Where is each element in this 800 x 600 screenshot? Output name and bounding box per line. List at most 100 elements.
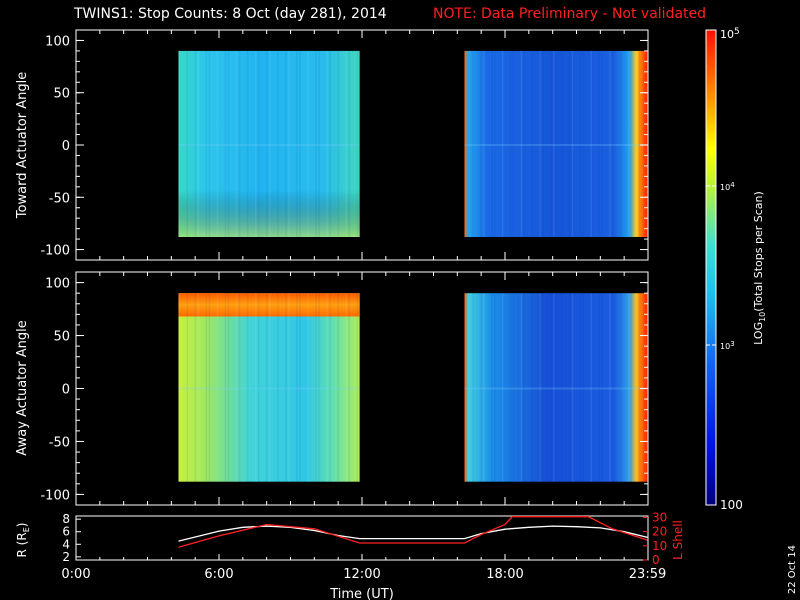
- heatmap-streak: [509, 293, 512, 482]
- eph-left-tick-label: 4: [62, 537, 70, 551]
- heatmap-zero-line: [178, 144, 360, 146]
- heatmap-streak: [197, 50, 200, 238]
- heatmap-streak: [550, 293, 552, 482]
- heatmap-streak: [277, 50, 279, 238]
- y-tick-label: 100: [45, 34, 70, 49]
- heatmap-streak: [208, 50, 211, 238]
- heatmap-streak: [326, 293, 328, 482]
- heatmap-streak: [523, 293, 526, 482]
- heatmap-streak: [227, 50, 230, 238]
- heatmap-streak: [494, 50, 496, 238]
- heatmap-streak: [568, 293, 571, 482]
- heatmap-streak: [480, 293, 482, 482]
- heatmap-streak: [257, 293, 260, 482]
- heatmap-streak: [480, 50, 482, 238]
- heatmap-streak: [601, 293, 603, 482]
- heatmap-streak: [512, 293, 515, 482]
- x-tick-label: 23:59: [629, 567, 666, 582]
- heatmap-streak: [612, 293, 614, 482]
- y-tick-label: 100: [45, 277, 70, 292]
- heatmap-streak: [620, 50, 622, 238]
- heatmap-streak: [579, 50, 582, 238]
- heatmap-streak: [553, 293, 555, 482]
- heatmap-streak: [307, 50, 309, 238]
- heatmap-streak: [194, 293, 197, 482]
- heatmap-streak: [178, 293, 180, 482]
- heatmap-streak: [582, 50, 585, 238]
- y-tick-label: -100: [40, 244, 70, 259]
- heatmap-block-shade: [178, 50, 360, 238]
- heatmap-streak: [531, 50, 533, 238]
- x-tick-label: 6:00: [204, 567, 233, 582]
- heatmap-streak: [598, 293, 600, 482]
- y-tick-label: 50: [53, 330, 70, 345]
- eph-left-tick-label: 2: [62, 550, 70, 564]
- ephemeris-left-ylabel: R (RE): [15, 523, 31, 558]
- heatmap-streak: [523, 50, 526, 238]
- heatmap-streak: [582, 293, 585, 482]
- heatmap-streak: [315, 293, 317, 482]
- heatmap-streak: [483, 293, 485, 482]
- heatmap-streak: [216, 293, 219, 482]
- heatmap-streak: [208, 293, 211, 482]
- eph-left-tick-label: 6: [62, 525, 70, 539]
- heatmap-block: [464, 293, 648, 482]
- heatmap-streak: [235, 50, 238, 238]
- heatmap-streak: [560, 50, 563, 238]
- heatmap-streak: [337, 50, 339, 238]
- heatmap-streak: [627, 293, 630, 482]
- panel-bottom-yaxis: 100 50 0 -50 -100: [40, 272, 649, 505]
- heatmap-streak: [337, 293, 339, 482]
- y-tick-label: -100: [40, 488, 70, 503]
- x-tick-label: 12:00: [343, 567, 380, 582]
- x-tick-label: 0:00: [61, 567, 90, 582]
- heatmap-streak: [186, 50, 189, 238]
- heatmap-streak: [609, 293, 611, 482]
- heatmap-streak: [205, 293, 208, 482]
- heatmap-streak: [197, 293, 200, 482]
- tick-low-base: 10: [720, 342, 730, 351]
- heatmap-streak: [299, 293, 301, 482]
- eph-right-tick-label: 0: [652, 553, 660, 567]
- heatmap-streak: [315, 50, 317, 238]
- heatmap-streak: [345, 293, 348, 482]
- heatmap-streak: [609, 50, 611, 238]
- heatmap-streak: [356, 50, 359, 238]
- heatmap-streak: [520, 50, 523, 238]
- heatmap-streak: [194, 50, 197, 238]
- generation-date: 22 Oct 14: [787, 544, 798, 594]
- heatmap-streak: [329, 293, 331, 482]
- heatmap-streak: [299, 50, 301, 238]
- eph-right-tick-label: 10: [652, 539, 667, 553]
- heatmap-streak: [285, 293, 287, 482]
- ephemeris-lines: [178, 516, 648, 548]
- heatmap-streak: [542, 50, 544, 238]
- heatmap-streak: [288, 293, 290, 482]
- heatmap-streak: [539, 50, 541, 238]
- heatmap-streak: [560, 293, 563, 482]
- panel-top-heatmap: [178, 50, 648, 238]
- heatmap-streak: [553, 50, 555, 238]
- y-tick-label: 50: [53, 87, 70, 102]
- heatmap-streak: [512, 50, 515, 238]
- heatmap-streak: [579, 293, 582, 482]
- heatmap-streak: [550, 50, 552, 238]
- panel-bottom: 100 50 0 -50 -100 Away Actuator Angle: [15, 271, 649, 506]
- ylabel-left-main: R (R: [15, 532, 29, 557]
- colorbar-tick-low: 103: [720, 340, 735, 351]
- heatmap-streak: [464, 50, 466, 238]
- heatmap-streak: [598, 50, 600, 238]
- heatmap-zero-line: [178, 387, 360, 390]
- heatmap-streak: [491, 293, 493, 482]
- colorbar-scale: [705, 29, 717, 506]
- heatmap-streak: [266, 50, 268, 238]
- tick-mid-exp: 4: [730, 181, 735, 189]
- heatmap-streak: [235, 293, 238, 482]
- heatmap-streak: [216, 50, 219, 238]
- heatmap-streak: [254, 293, 257, 482]
- heatmap-streak: [520, 293, 523, 482]
- heatmap-streak: [326, 50, 328, 238]
